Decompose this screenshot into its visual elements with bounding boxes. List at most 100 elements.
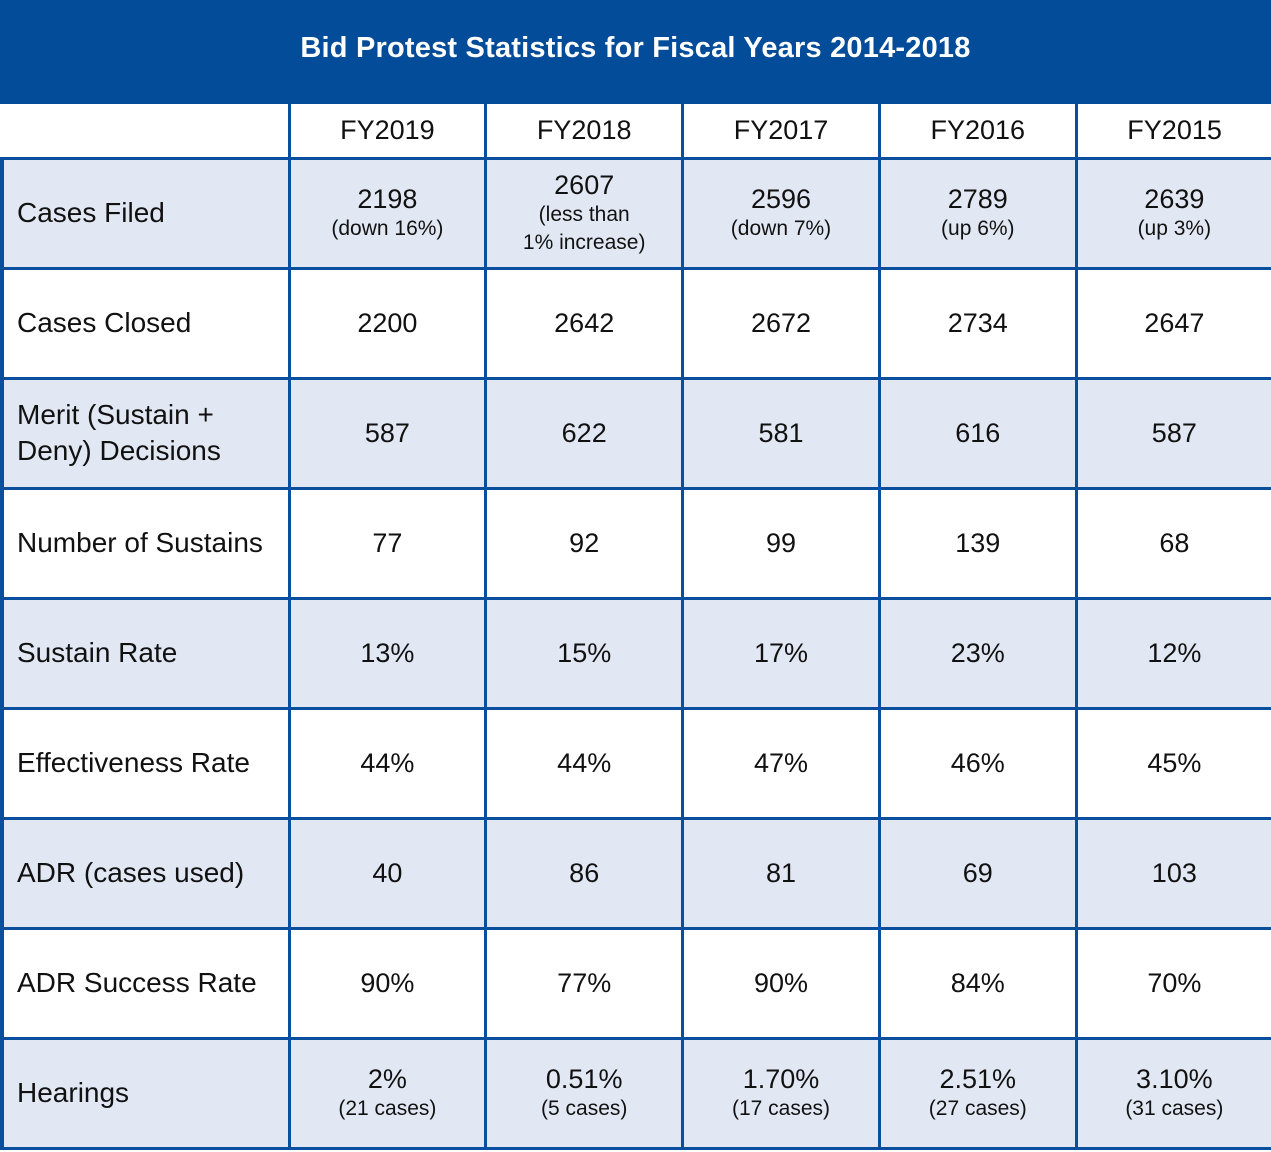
table-cell: 0.51% (5 cases) <box>484 1036 685 1150</box>
table-cell: 81 <box>681 816 881 930</box>
table-cell: 622 <box>484 376 685 490</box>
table-cell: 44% <box>484 706 685 820</box>
table-cell: 17% <box>681 596 881 710</box>
cell-value: 68 <box>1159 527 1190 558</box>
table-row: ADR Success Rate 90% 77% 90% 84% 70% <box>0 926 1271 1040</box>
cell-value: 70% <box>1147 967 1202 998</box>
cell-value: 2734 <box>947 307 1008 338</box>
column-header: FY2016 <box>877 104 1078 160</box>
row-label: ADR (cases used) <box>0 816 291 930</box>
cell-note: (down 16%) <box>331 216 444 240</box>
row-label: Sustain Rate <box>0 596 291 710</box>
row-label: Merit (Sustain + Deny) Decisions <box>0 376 291 490</box>
table-cell: 69 <box>877 816 1078 930</box>
cell-value: 44% <box>360 747 415 778</box>
table-cell: 13% <box>287 596 488 710</box>
cell-value: 69 <box>962 857 993 888</box>
table-row: Hearings 2% (21 cases) 0.51% (5 cases) 1.70%(… <box>0 1036 1271 1150</box>
table-cell: 2789 (up 6%) <box>877 156 1078 270</box>
table-cell: 2198 (down 16%) <box>287 156 488 270</box>
row-label: Number of Sustains <box>0 486 291 600</box>
cell-value: 1.70% <box>742 1063 820 1094</box>
cell-value: 13% <box>360 637 415 668</box>
cell-value: 17% <box>753 637 809 668</box>
table-cell: 12% <box>1074 596 1271 710</box>
table-cell: 47% <box>681 706 881 820</box>
table-cell: 90% <box>681 926 881 1040</box>
cell-value: 90% <box>360 967 415 998</box>
table-cell: 587 <box>1074 376 1271 490</box>
cell-note: (21 cases) <box>338 1096 437 1120</box>
cell-value: 86 <box>569 857 600 888</box>
cell-value: 2789 <box>947 183 1008 214</box>
cell-note: (27 cases) <box>928 1096 1027 1120</box>
cell-value: 92 <box>569 527 600 558</box>
cell-value: 2672 <box>750 307 812 338</box>
cell-value: 616 <box>955 417 1001 448</box>
cell-value: 40 <box>372 857 403 888</box>
cell-value: 47% <box>753 747 809 778</box>
cell-value: 587 <box>1151 417 1197 448</box>
table-cell: 103 <box>1074 816 1271 930</box>
table-cell: 2642 <box>484 266 685 380</box>
table-cell: 99 <box>681 486 881 600</box>
cell-value: 2639 <box>1144 183 1205 214</box>
cell-value: 2647 <box>1144 307 1205 338</box>
table-cell: 587 <box>287 376 488 490</box>
cell-value: 587 <box>364 417 410 448</box>
cell-value: 81 <box>765 857 797 888</box>
table-cell: 2% (21 cases) <box>287 1036 488 1150</box>
table-cell: 70% <box>1074 926 1271 1040</box>
table-row: Number of Sustains 77 92 99 139 68 <box>0 486 1271 600</box>
cell-note: (up 6%) <box>941 216 1015 240</box>
table-cell: 2.51% (27 cases) <box>877 1036 1078 1150</box>
cell-value: 3.10% <box>1136 1063 1213 1094</box>
cell-value: 23% <box>950 637 1005 668</box>
cell-value: 2.51% <box>939 1063 1017 1094</box>
cell-value: 2200 <box>357 307 418 338</box>
table-cell: 616 <box>877 376 1078 490</box>
table-cell: 90% <box>287 926 488 1040</box>
table-row: Cases Closed 2200 2642 2672 2734 2647 <box>0 266 1271 380</box>
table-cell: 84% <box>877 926 1078 1040</box>
cell-value: 77% <box>557 967 612 998</box>
cell-note: (31 cases) <box>1125 1096 1224 1120</box>
table-cell: 2734 <box>877 266 1078 380</box>
cell-value: 46% <box>950 747 1005 778</box>
cell-value: 2607 <box>554 169 615 200</box>
cell-value: 2596 <box>750 183 812 214</box>
corner-cell <box>2 104 291 160</box>
table-cell: 86 <box>484 816 685 930</box>
table-cell: 2639 (up 3%) <box>1074 156 1271 270</box>
table-row: Effectiveness Rate 44% 44% 47% 46% 45% <box>0 706 1271 820</box>
row-label: ADR Success Rate <box>0 926 291 1040</box>
column-header-row: FY2019 FY2018 FY2017 FY2016 FY2015 <box>2 104 1271 160</box>
cell-value: 99 <box>765 527 797 558</box>
column-header: FY2017 <box>681 104 881 160</box>
row-label: Effectiveness Rate <box>0 706 291 820</box>
table-cell: 44% <box>287 706 488 820</box>
cell-value: 84% <box>950 967 1005 998</box>
table-cell: 40 <box>287 816 488 930</box>
table-cell: 92 <box>484 486 685 600</box>
table-row: ADR (cases used) 40 86 81 69 103 <box>0 816 1271 930</box>
table-cell: 68 <box>1074 486 1271 600</box>
table-cell: 2607 (less than 1% increase) <box>484 156 685 270</box>
cell-value: 77 <box>372 527 403 558</box>
table-cell: 3.10% (31 cases) <box>1074 1036 1271 1150</box>
cell-note: (less than 1% increase) <box>522 202 646 254</box>
table-cell: 45% <box>1074 706 1271 820</box>
table-body: Cases Filed 2198 (down 16%) 2607 (less than … <box>0 156 1271 1150</box>
cell-value: 15% <box>557 637 612 668</box>
cell-value: 2198 <box>357 183 418 214</box>
cell-note: (17 cases) <box>731 1096 831 1120</box>
table-cell: 139 <box>877 486 1078 600</box>
table-title: Bid Protest Statistics for Fiscal Years … <box>0 0 1271 104</box>
cell-value: 581 <box>758 417 804 448</box>
column-header: FY2018 <box>484 104 685 160</box>
cell-value: 2% <box>367 1063 407 1094</box>
column-header: FY2015 <box>1074 104 1271 160</box>
cell-value: 45% <box>1147 747 1202 778</box>
cell-value: 12% <box>1147 637 1202 668</box>
